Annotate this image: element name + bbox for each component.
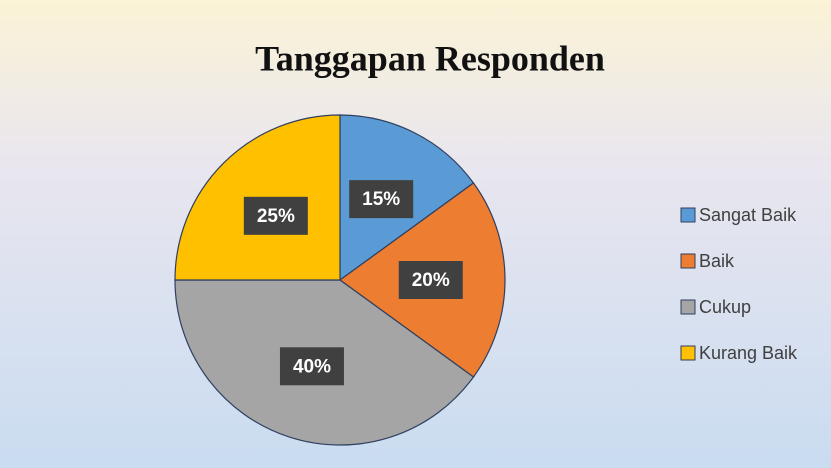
- legend-label: Baik: [699, 251, 735, 271]
- legend-swatch: [680, 207, 696, 223]
- value-label-box: [243, 196, 308, 235]
- chart-title: Tanggapan Responden: [255, 38, 605, 78]
- legend-swatch: [680, 253, 696, 269]
- legend-swatch: [680, 299, 696, 315]
- legend-label: Sangat Baik: [699, 205, 797, 225]
- value-label: 40%: [293, 356, 331, 377]
- value-label: 15%: [362, 189, 400, 210]
- value-label-box: [349, 180, 414, 219]
- value-label: 20%: [412, 270, 450, 291]
- legend-label: Kurang Baik: [699, 343, 798, 363]
- value-label-box: [279, 347, 344, 386]
- value-label-box: [398, 261, 463, 299]
- legend-label: Cukup: [699, 297, 751, 317]
- legend-swatch: [680, 345, 696, 361]
- value-label: 25%: [257, 206, 295, 227]
